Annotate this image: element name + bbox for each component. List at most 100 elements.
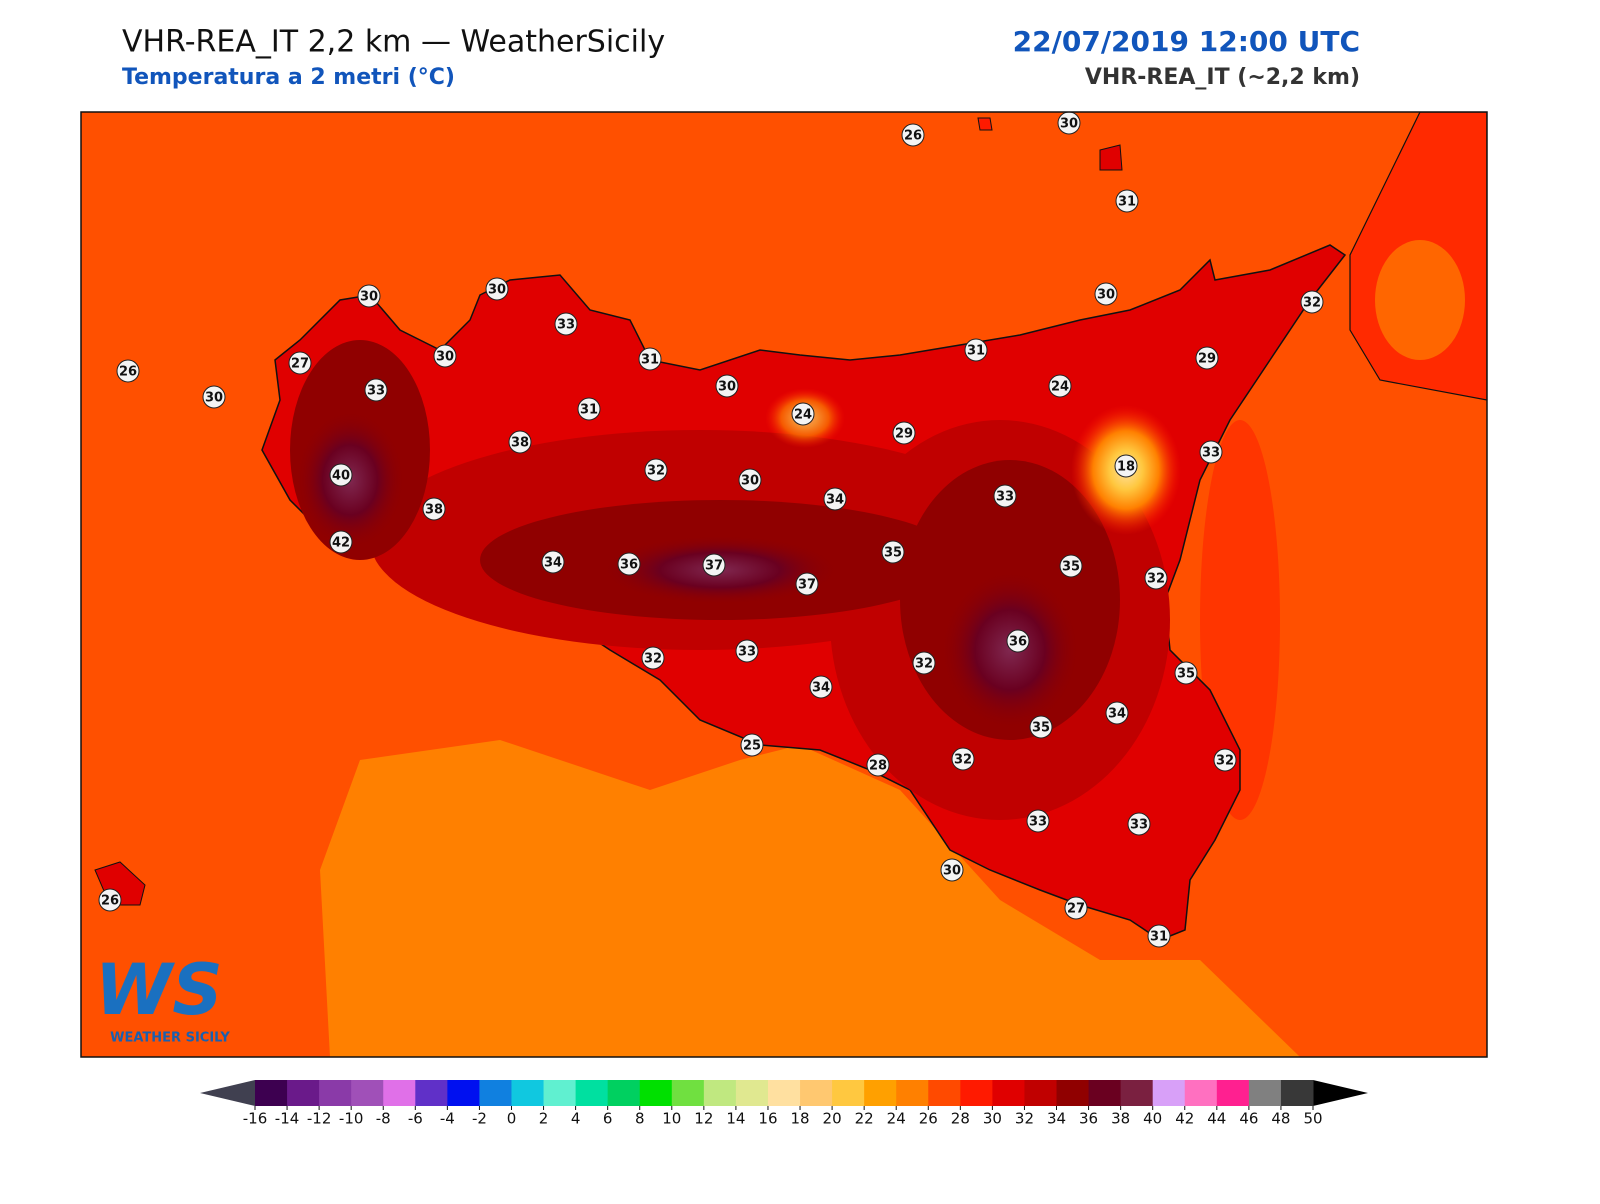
station-marker xyxy=(1127,812,1151,836)
station-marker xyxy=(1174,661,1198,685)
station-marker xyxy=(1144,566,1168,590)
station-marker xyxy=(1094,282,1118,306)
station-value: 34 xyxy=(826,493,844,508)
station-marker xyxy=(912,651,936,675)
station-value: 26 xyxy=(101,894,119,909)
station-value: 34 xyxy=(812,681,830,696)
colorbar-tick-label: 10 xyxy=(662,1110,681,1128)
station-value: 33 xyxy=(1029,815,1047,830)
colorbar-tick-label: -8 xyxy=(376,1110,391,1128)
station-value: 33 xyxy=(1130,818,1148,833)
station-value: 28 xyxy=(869,759,887,774)
station-marker xyxy=(1213,748,1237,772)
station-marker xyxy=(892,421,916,445)
station-value: 35 xyxy=(884,546,902,561)
station-value: 34 xyxy=(1108,707,1126,722)
station-value: 38 xyxy=(511,436,529,451)
colorbar-tick-label: -16 xyxy=(243,1110,268,1128)
colorbar-tick-label: -2 xyxy=(472,1110,487,1128)
station-marker xyxy=(738,468,762,492)
station-value: 37 xyxy=(705,559,723,574)
stations: 26 30 31 30 30 33 30 32 26 27 30 31 31 29 30 33 30 24 31 24… xyxy=(98,112,1324,948)
colorbar-bin xyxy=(383,1080,416,1106)
station-marker xyxy=(1006,629,1030,653)
station-marker xyxy=(1026,809,1050,833)
station-value: 18 xyxy=(1117,460,1135,475)
station-value: 40 xyxy=(332,469,350,484)
colorbar-tick-label: 14 xyxy=(726,1110,745,1128)
station-value: 30 xyxy=(1097,288,1115,303)
colorbar-bin xyxy=(1056,1080,1090,1106)
station-marker xyxy=(1147,924,1171,948)
model: VHR-REA_IT (~2,2 km) xyxy=(1085,65,1360,90)
colorbar-bin xyxy=(1280,1080,1314,1106)
colorbar-tick-label: -10 xyxy=(339,1110,364,1128)
station-marker xyxy=(541,550,565,574)
colorbar-bin xyxy=(1120,1080,1154,1106)
station-marker xyxy=(866,753,890,777)
colorbar-under xyxy=(200,1080,255,1106)
station-value: 33 xyxy=(1202,446,1220,461)
station-marker xyxy=(881,540,905,564)
colorbar-bin xyxy=(832,1080,865,1106)
date: 22/07/2019 12:00 UTC xyxy=(1013,25,1360,58)
station-value: 32 xyxy=(1147,572,1165,587)
station-marker xyxy=(823,487,847,511)
station-marker xyxy=(1105,701,1129,725)
colorbar-tick-label: 8 xyxy=(635,1110,645,1128)
colorbar-tick-label: -14 xyxy=(275,1110,300,1128)
station-value: 35 xyxy=(1062,560,1080,575)
map: 26 30 31 30 30 33 30 32 26 27 30 31 31 29 30 33 30 24 31 24… xyxy=(81,112,1487,1057)
station-value: 30 xyxy=(488,283,506,298)
station-value: 33 xyxy=(367,384,385,399)
station-marker xyxy=(1029,715,1053,739)
station-value: 34 xyxy=(544,556,562,571)
station-marker xyxy=(641,646,665,670)
colorbar-tick-label: 40 xyxy=(1143,1110,1162,1128)
station-value: 32 xyxy=(647,464,665,479)
colorbar: -16 -14 -12 -10 -8 -6 -4 -2 0 2 4 6 8 10 12 14 16 18 20 22 2… xyxy=(200,1080,1368,1128)
colorbar-tick-label: 4 xyxy=(571,1110,581,1128)
colorbar-tick-label: 20 xyxy=(823,1110,842,1128)
colorbar-bin xyxy=(960,1080,993,1106)
station-marker xyxy=(1048,374,1072,398)
station-value: 30 xyxy=(741,474,759,489)
colorbar-tick-label: 42 xyxy=(1175,1110,1194,1128)
colorbar-tick-label: 28 xyxy=(951,1110,970,1128)
station-marker xyxy=(202,385,226,409)
colorbar-tick-label: -12 xyxy=(307,1110,332,1128)
station-marker xyxy=(1300,290,1324,314)
station-value: 27 xyxy=(1067,902,1085,917)
station-value: 31 xyxy=(1150,930,1168,945)
station-value: 24 xyxy=(794,408,812,423)
colorbar-tick-label: 30 xyxy=(983,1110,1002,1128)
colorbar-tick-label: 26 xyxy=(919,1110,938,1128)
station-marker xyxy=(116,359,140,383)
station-value: 29 xyxy=(895,427,913,442)
colorbar-bin xyxy=(607,1080,641,1106)
station-marker xyxy=(617,552,641,576)
station-marker xyxy=(1114,454,1138,478)
station-marker xyxy=(795,572,819,596)
station-marker xyxy=(1057,112,1081,135)
station-marker xyxy=(288,351,312,375)
map-frame xyxy=(80,111,1488,1058)
station-value: 32 xyxy=(644,652,662,667)
colorbar-bin xyxy=(255,1080,288,1106)
colorbar-tick-label: 48 xyxy=(1271,1110,1290,1128)
station-marker xyxy=(901,123,925,147)
station-value: 31 xyxy=(641,353,659,368)
colorbar-bin xyxy=(319,1080,352,1106)
colorbar-bin xyxy=(447,1080,480,1106)
station-marker xyxy=(364,378,388,402)
colorbar-tick-label: 46 xyxy=(1239,1110,1258,1128)
station-value: 36 xyxy=(620,558,638,573)
colorbar-bin xyxy=(735,1080,769,1106)
colorbar-tick-label: 34 xyxy=(1047,1110,1066,1128)
station-marker xyxy=(964,338,988,362)
colorbar-bin xyxy=(896,1080,929,1106)
colorbar-bin xyxy=(1088,1080,1122,1106)
station-marker xyxy=(357,284,381,308)
colorbar-tick-label: 36 xyxy=(1079,1110,1098,1128)
